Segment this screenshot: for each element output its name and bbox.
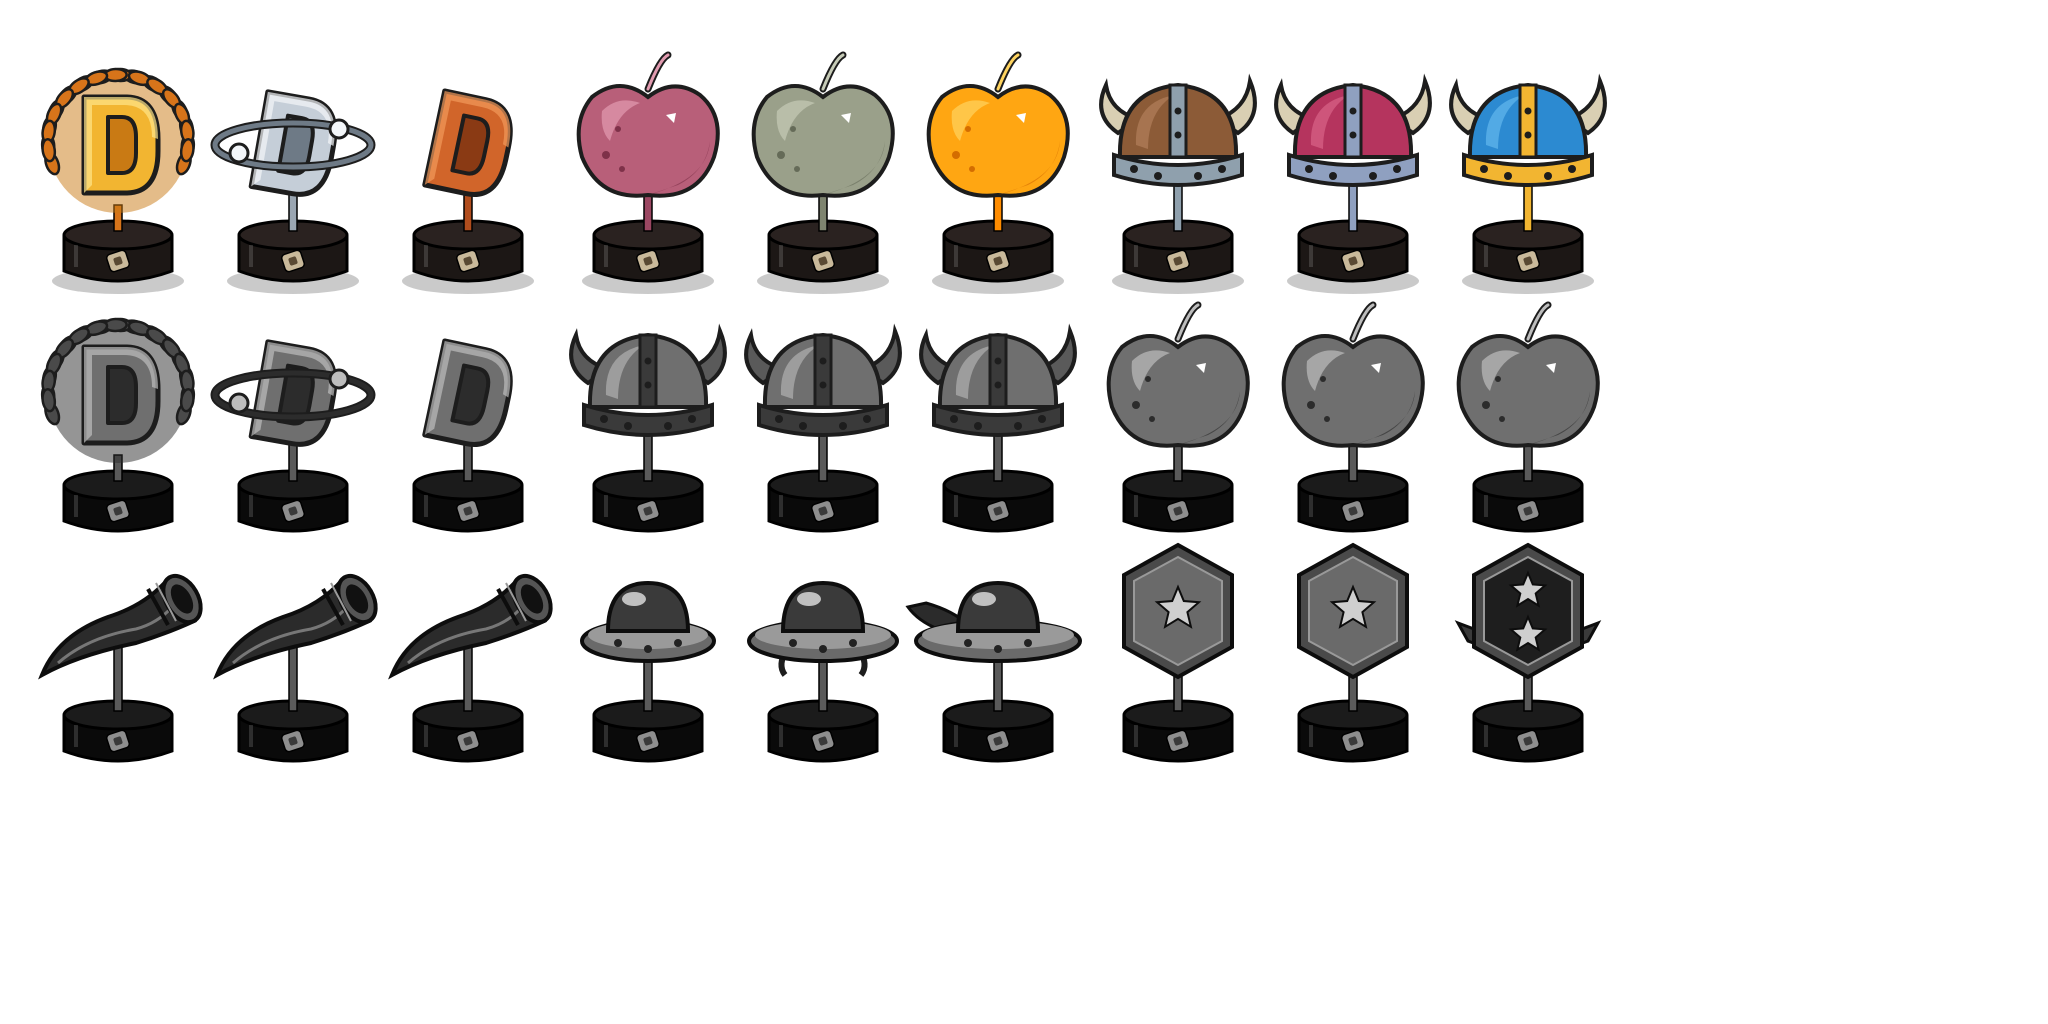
- horn-trophy-icon: [193, 520, 393, 790]
- apple-trophy-icon: [1428, 290, 1628, 560]
- plain-d-trophy-icon: [368, 290, 568, 560]
- horn-trophy-icon: [368, 520, 568, 790]
- apple-trophy-icon: [548, 40, 748, 310]
- ufo-trophy-icon: [898, 520, 1098, 790]
- viking-helmet-trophy-icon: [1428, 40, 1628, 310]
- viking-helmet-trophy-icon: [898, 290, 1098, 560]
- one-star-badge-trophy-icon: [1253, 520, 1453, 790]
- two-star-badge-trophy-icon: [1428, 520, 1628, 790]
- ringed-d-trophy-icon: [193, 290, 393, 560]
- apple-trophy-icon: [723, 40, 923, 310]
- ringed-d-trophy-icon: [193, 40, 393, 310]
- apple-trophy-icon: [1078, 290, 1278, 560]
- laurel-d-trophy-icon: [18, 290, 218, 560]
- apple-trophy-icon: [1253, 290, 1453, 560]
- viking-helmet-trophy-icon: [1253, 40, 1453, 310]
- ufo-trophy-icon: [548, 520, 748, 790]
- plain-d-trophy-icon: [368, 40, 568, 310]
- horn-trophy-icon: [18, 520, 218, 790]
- laurel-d-trophy-icon: [18, 40, 218, 310]
- one-star-badge-trophy-icon: [1078, 520, 1278, 790]
- viking-helmet-trophy-icon: [723, 290, 923, 560]
- viking-helmet-trophy-icon: [548, 290, 748, 560]
- apple-trophy-icon: [898, 40, 1098, 310]
- viking-helmet-trophy-icon: [1078, 40, 1278, 310]
- ufo-trophy-icon: [723, 520, 923, 790]
